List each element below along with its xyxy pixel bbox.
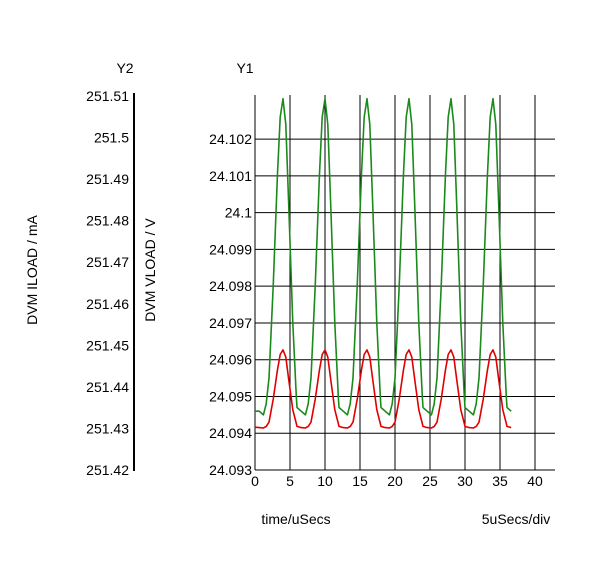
x-tick-label: 25 [422,473,438,489]
x-axis-label: time/uSecs [261,511,330,527]
x-tick-label: 15 [352,473,368,489]
y1-tick-label: 24.099 [209,241,252,257]
x-tick-label: 10 [317,473,333,489]
y1-tick-label: 24.096 [209,352,252,368]
x-scale-note: 5uSecs/div [482,511,550,527]
x-tick-label: 35 [492,473,508,489]
y1-tick-label: 24.1 [225,205,252,221]
y2-tick-label: 251.42 [86,462,129,478]
y1-tick-label: 24.098 [209,278,252,294]
y1-axis-label: DVM VLOAD / V [142,218,158,322]
y2-tick-label: 251.46 [86,296,129,312]
axes: 0 5 10 15 20 25 30 35 40 24.093 24.094 24.095 24.096… [86,88,543,489]
y2-tick-label: 251.44 [86,379,129,395]
y2-axis-label: DVM ILOAD / mA [24,214,40,324]
y2-axis-name: Y2 [116,60,133,76]
y1-tick-label: 24.097 [209,315,252,331]
series-line-2 [254,349,512,429]
y1-tick-label: 24.093 [209,462,252,478]
x-tick-label: 40 [527,473,543,489]
y2-tick-label: 251.47 [86,254,129,270]
y2-tick-label: 251.51 [86,88,129,104]
y2-tick-label: 251.48 [86,213,129,229]
x-tick-label: 5 [286,473,294,489]
y1-tick-label: 24.102 [209,131,252,147]
series-layer [254,97,512,429]
y1-tick-label: 24.095 [209,388,252,404]
x-tick-label: 20 [387,473,403,489]
y2-tick-label: 251.45 [86,337,129,353]
series-line-1 [255,97,512,416]
y1-axis-name: Y1 [236,60,253,76]
y2-tick-label: 251.49 [86,171,129,187]
y1-tick-label: 24.094 [209,425,252,441]
y1-tick-label: 24.101 [209,168,252,184]
x-tick-label: 30 [457,473,473,489]
y2-tick-label: 251.43 [86,420,129,436]
x-tick-label: 0 [251,473,259,489]
y2-tick-label: 251.5 [94,130,129,146]
